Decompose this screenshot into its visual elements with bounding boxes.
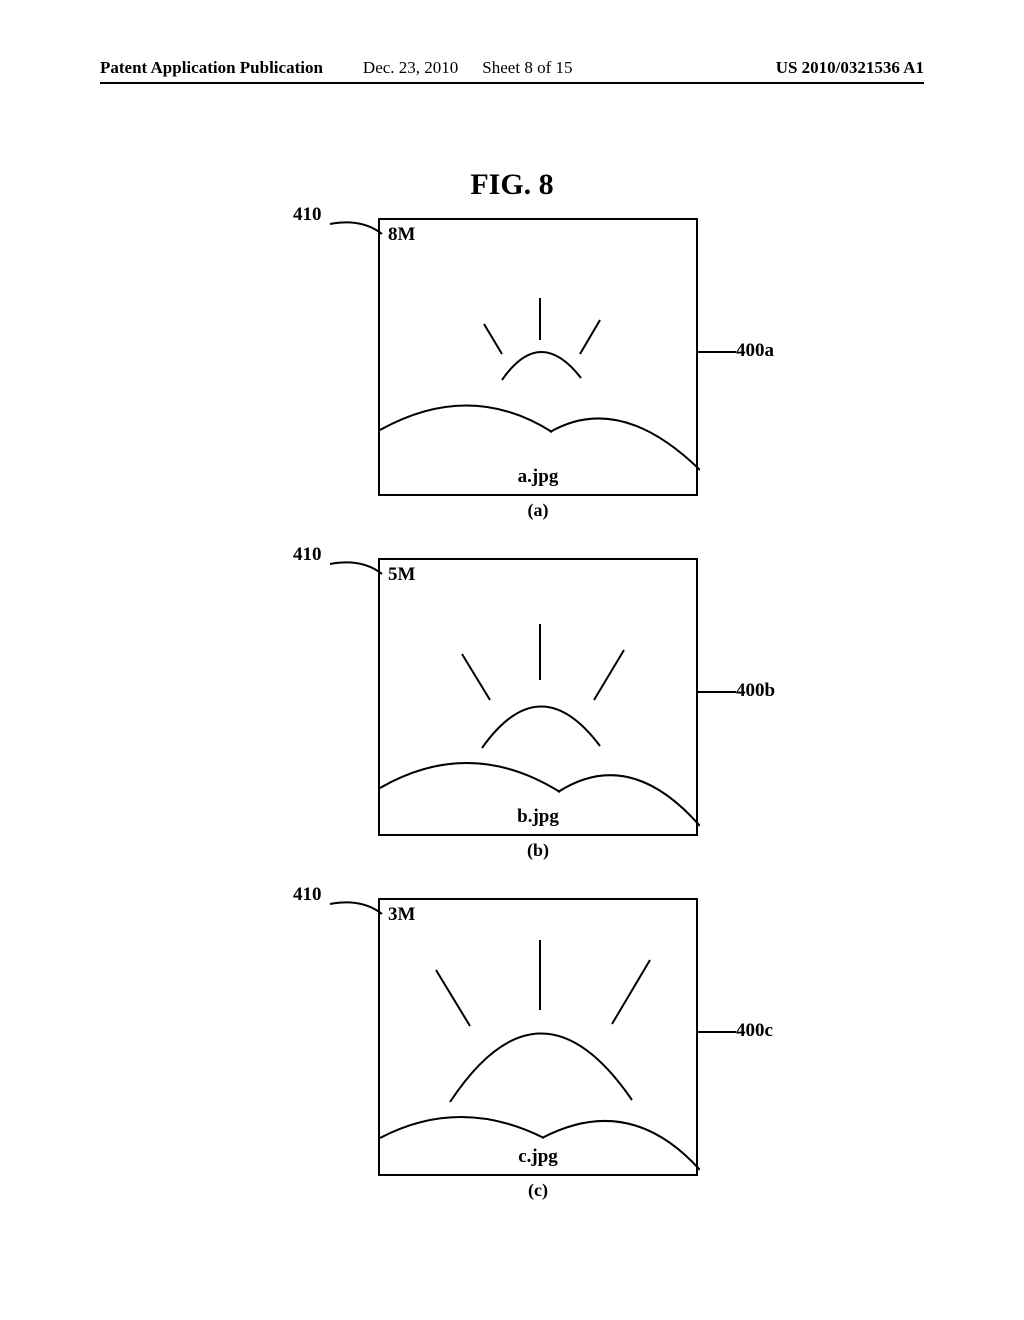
leader-line-right: [0, 0, 1024, 1320]
